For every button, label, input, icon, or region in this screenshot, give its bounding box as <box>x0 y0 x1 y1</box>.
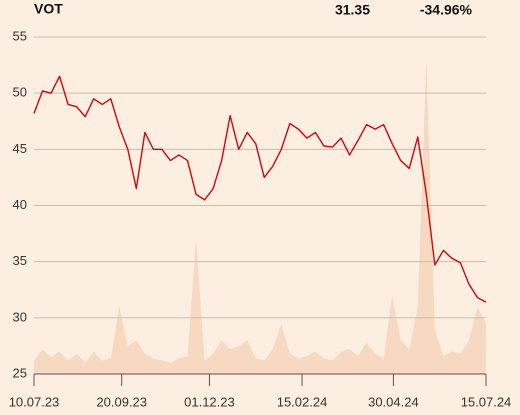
y-tick-label: 25 <box>13 365 27 380</box>
x-tick-label: 20.09.23 <box>96 394 147 409</box>
x-tick-label: 01.12.23 <box>184 394 235 409</box>
ticker: VOT <box>34 1 63 17</box>
x-tick-label: 15.07.24 <box>461 394 512 409</box>
y-tick-label: 30 <box>13 309 27 324</box>
change: -34.96% <box>420 2 473 18</box>
price-line <box>33 75 487 303</box>
plot-layer <box>33 75 487 386</box>
x-tick-label: 10.07.23 <box>9 394 60 409</box>
x-tick-label: 30.04.24 <box>368 394 419 409</box>
last-price: 31.35 <box>335 2 370 18</box>
x-tick-label: 15.02.24 <box>277 394 328 409</box>
y-tick-label: 45 <box>13 141 27 156</box>
y-tick-label: 35 <box>13 253 27 268</box>
y-tick-label: 55 <box>13 28 27 43</box>
y-tick-label: 40 <box>13 197 27 212</box>
y-tick-label: 50 <box>13 85 27 100</box>
